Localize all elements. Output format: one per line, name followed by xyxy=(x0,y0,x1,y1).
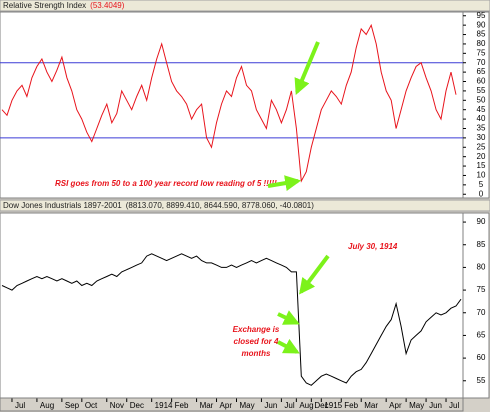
y-tick-label: 85 xyxy=(477,30,486,39)
x-tick-label: Apr xyxy=(220,401,233,410)
x-tick-label: May xyxy=(409,401,424,410)
y-tick-label: 60 xyxy=(477,353,486,362)
y-tick-label: 10 xyxy=(477,171,486,180)
arrow xyxy=(277,310,300,325)
panel-header xyxy=(0,199,490,212)
annotation: RSI goes from 50 to a 100 year record lo… xyxy=(55,179,277,188)
y-tick-label: 5 xyxy=(479,180,484,189)
y-tick-label: 75 xyxy=(477,285,486,294)
y-tick-label: 35 xyxy=(477,124,486,133)
panel-title: Dow Jones Industrials 1897-2001 (8813.070… xyxy=(3,201,314,210)
panel-title: Relative Strength Index (53.4049) xyxy=(3,1,125,10)
x-tick-label: Oct xyxy=(85,401,98,410)
y-tick-label: 25 xyxy=(477,142,486,151)
x-axis-strip-border xyxy=(0,397,464,412)
x-tick-label: Mar xyxy=(364,401,378,410)
x-tick-label: Jun xyxy=(429,401,442,410)
annotation: July 30, 1914 xyxy=(348,242,398,251)
y-tick-label: 55 xyxy=(477,86,486,95)
panel-header xyxy=(0,0,490,12)
annotation: Exchange is xyxy=(233,325,280,334)
y-tick-label: 60 xyxy=(477,77,486,86)
x-tick-label: Feb xyxy=(175,401,189,410)
y-tick-label: 65 xyxy=(477,331,486,340)
y-tick-label: 50 xyxy=(477,95,486,104)
annotation: closed for 4 xyxy=(234,337,279,346)
y-tick-label: 75 xyxy=(477,48,486,57)
y-tick-label: 20 xyxy=(477,152,486,161)
arrow xyxy=(267,175,302,191)
y-tick-label: 0 xyxy=(479,189,484,198)
y-tick-label: 45 xyxy=(477,105,486,114)
y-tick-label: 95 xyxy=(477,11,486,20)
y-tick-label: 85 xyxy=(477,240,486,249)
panel-title-text: Relative Strength Index xyxy=(3,1,86,10)
x-tick-label: Jul xyxy=(449,401,459,410)
y-tick-label: 90 xyxy=(477,20,486,29)
y-tick-label: 55 xyxy=(477,376,486,385)
y-tick-label: 65 xyxy=(477,67,486,76)
x-tick-label: Jul xyxy=(284,401,294,410)
panel-title-text: Dow Jones Industrials 1897-2001 xyxy=(3,201,122,210)
x-tick-label: Feb xyxy=(344,401,358,410)
arrow xyxy=(294,41,320,95)
x-tick-label: Jun xyxy=(264,401,277,410)
x-tick-label: May xyxy=(239,401,254,410)
y-tick-label: 40 xyxy=(477,114,486,123)
x-tick-label: Dec xyxy=(130,401,144,410)
y-tick-label: 70 xyxy=(477,58,486,67)
panel-title-value: (8813.070, 8899.410, 8644.590, 8778.060,… xyxy=(126,201,314,210)
series-line xyxy=(1,253,462,386)
x-tick-label: 1914 xyxy=(155,401,173,410)
axis-strip xyxy=(462,11,490,199)
y-tick-label: 30 xyxy=(477,133,486,142)
x-tick-label: Mar xyxy=(200,401,214,410)
x-tick-label: Dec xyxy=(314,401,328,410)
y-tick-label: 15 xyxy=(477,161,486,170)
x-tick-label: Nov xyxy=(110,401,124,410)
annotation: months xyxy=(242,349,271,358)
x-tick-label: 1915 xyxy=(324,401,342,410)
plot-area xyxy=(0,212,464,399)
x-tick-label: Aug xyxy=(40,401,54,410)
panel-title-value: (53.4049) xyxy=(90,1,125,10)
axis-strip xyxy=(462,212,490,399)
x-tick-label: Apr xyxy=(389,401,402,410)
plot-area xyxy=(0,11,464,199)
y-tick-label: 70 xyxy=(477,308,486,317)
arrow xyxy=(277,338,300,354)
x-tick-label: Aug xyxy=(299,401,313,410)
y-tick-label: 80 xyxy=(477,263,486,272)
y-tick-label: 80 xyxy=(477,39,486,48)
series-line xyxy=(1,23,457,183)
x-tick-label: Sep xyxy=(65,401,80,410)
arrow xyxy=(299,254,330,295)
x-tick-label: Jul xyxy=(15,401,25,410)
y-tick-label: 90 xyxy=(477,217,486,226)
